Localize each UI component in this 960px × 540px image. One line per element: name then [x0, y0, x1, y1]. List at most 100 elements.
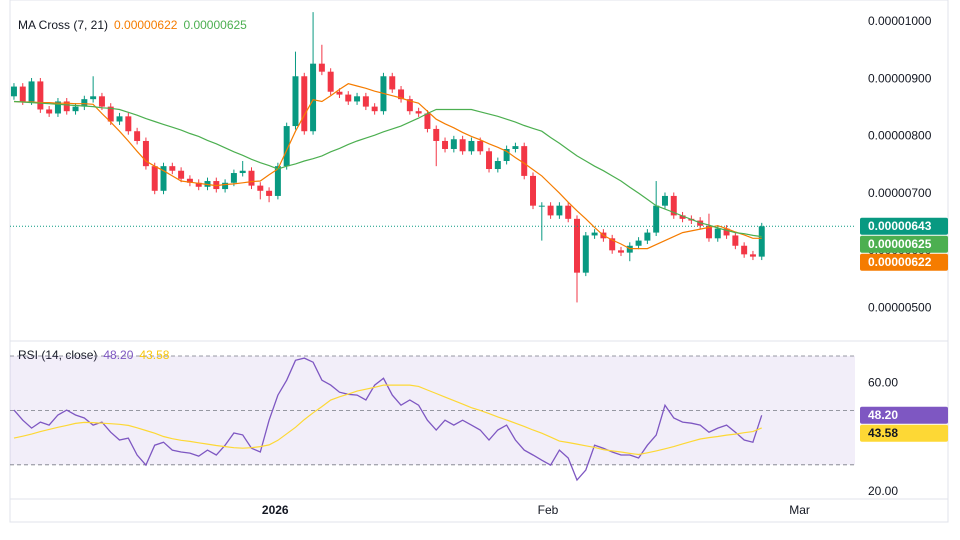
candle-body [521, 146, 528, 176]
candle-body [661, 195, 668, 206]
x-tick-label: Feb [538, 503, 559, 517]
candle-body [732, 235, 739, 246]
price-tag [860, 253, 948, 271]
y-tick-label: 0.00000900 [868, 71, 932, 85]
candle-body [310, 63, 317, 132]
y-tick-label: 0.00000700 [868, 186, 932, 200]
candle-body [670, 195, 677, 216]
candle-body [318, 63, 325, 72]
price-tag [860, 217, 948, 235]
candle-body [442, 140, 449, 149]
candle-body [362, 96, 369, 107]
candle-body [28, 81, 35, 102]
candle-body [741, 245, 748, 255]
legend-value: 0.00000622 [114, 18, 178, 32]
ma-legend-title: MA Cross (7, 21) [18, 18, 108, 32]
chart-frame [9, 0, 949, 523]
candle-body [230, 173, 237, 183]
candle-body [160, 166, 167, 191]
candle-body [512, 146, 519, 149]
candle-body [354, 96, 361, 102]
candle-body [644, 232, 651, 241]
candle-body [116, 116, 123, 122]
candle-body [582, 235, 589, 273]
candle-body [714, 228, 721, 239]
candle-body [195, 182, 202, 187]
candle-body [19, 86, 26, 102]
price-tag-label: 43.58 [868, 426, 898, 440]
indicator-line [13, 384, 762, 456]
candle-body [565, 205, 572, 219]
legend-value: 43.58 [139, 348, 169, 362]
candle-body [424, 113, 431, 129]
candle-body [679, 215, 686, 219]
candle-body [459, 139, 466, 152]
candle-body [468, 140, 475, 152]
y-tick-label: 0.00001000 [868, 14, 932, 28]
candle-body [90, 96, 97, 100]
candle-body [98, 96, 105, 107]
candle-body [494, 161, 501, 170]
price-tag-label: 48.20 [868, 408, 898, 422]
candle-body [450, 139, 457, 149]
candle-body [415, 111, 422, 114]
candle-body [723, 228, 730, 236]
price-tag-label: 0.00000622 [868, 255, 932, 269]
candle-body [186, 178, 193, 183]
candle-body [336, 91, 343, 95]
candle-body [398, 89, 405, 100]
candle-body [274, 166, 281, 196]
candle-body [125, 116, 132, 132]
y-tick-label: 60.00 [868, 375, 898, 389]
candle-body [406, 99, 413, 112]
candle-body [547, 205, 554, 216]
candle-body [10, 86, 17, 97]
candle-body [54, 101, 61, 114]
indicator-line [13, 83, 762, 250]
y-tick-label: 20.00 [868, 484, 898, 498]
candle-body [653, 205, 660, 233]
candle-body [222, 182, 229, 190]
candle-body [530, 175, 537, 206]
candle-body [239, 170, 246, 174]
candle-body [617, 250, 624, 253]
candle-body [63, 101, 70, 112]
candle-body [248, 170, 255, 186]
y-tick-label: 0.00000500 [868, 300, 932, 314]
candle-body [574, 218, 580, 273]
price-tag [860, 424, 948, 442]
candle-body [433, 128, 440, 141]
price-tag [860, 235, 948, 253]
candle-body [538, 205, 545, 207]
candle-body [301, 76, 308, 132]
candle-body [72, 106, 79, 112]
candle-body [134, 131, 141, 141]
indicator-line [13, 100, 762, 238]
candle-body [266, 190, 273, 196]
price-tag-label: 0.00000625 [868, 237, 932, 251]
y-tick-label: 0.00000800 [868, 129, 932, 143]
candle-body [151, 166, 158, 191]
candle-body [556, 205, 563, 216]
legend-value: 48.20 [103, 348, 133, 362]
indicator-line [13, 357, 763, 482]
candle-body [327, 71, 334, 92]
candle-body [37, 81, 44, 110]
candle-body [486, 151, 493, 170]
candle-body [46, 109, 53, 114]
rsi-legend-title: RSI (14, close) [18, 348, 97, 362]
candle-body [705, 225, 712, 239]
candle-body [591, 232, 598, 236]
price-tag-label: 0.00000643 [868, 219, 932, 233]
candle-body [81, 99, 88, 107]
candle-body [389, 76, 396, 90]
candle-body [371, 106, 378, 112]
x-tick-label: 2026 [262, 503, 289, 517]
legend-value: 0.00000625 [183, 18, 247, 32]
candle-body [292, 76, 299, 127]
price-tag [860, 406, 948, 424]
candle-body [283, 126, 290, 167]
candle-body [749, 254, 756, 257]
candle-body [142, 140, 149, 167]
